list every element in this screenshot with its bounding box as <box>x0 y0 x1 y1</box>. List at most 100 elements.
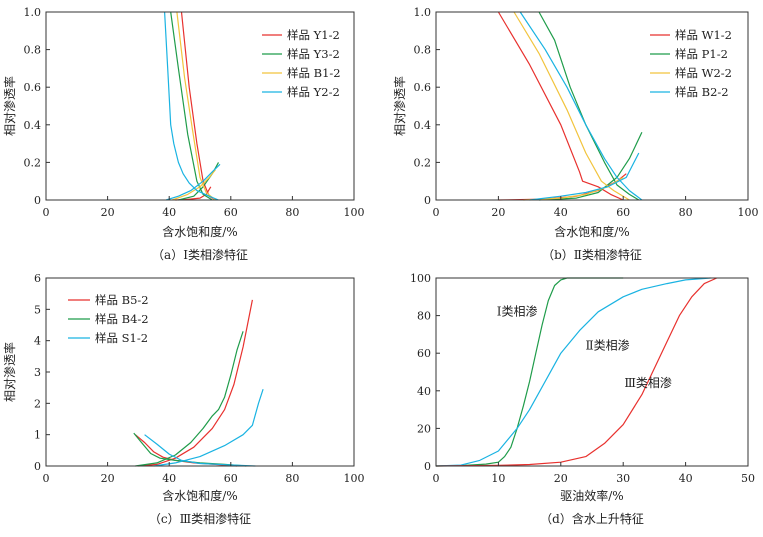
y-tick-label: 0 <box>34 194 41 207</box>
y-axis-title: 相对渗透率 <box>392 76 407 136</box>
y-tick-label: 5 <box>34 303 41 316</box>
x-tick-label: 0 <box>433 472 440 485</box>
legend: 样品 W1-2 样品 P1-2 样品 W2-2 样品 B2-2 <box>650 28 732 99</box>
panel-b: 0 20 40 60 80 100 0 0.2 0.4 0.6 0.8 1.0 含水饱和度/% 相对渗透率… <box>392 6 759 262</box>
legend: 样品 B5-2 样品 B4-2 样品 S1-2 <box>68 293 149 345</box>
y-tick-label: 0.2 <box>24 156 42 169</box>
series-2-krw-curve <box>135 331 244 467</box>
curve-annotation: Ⅲ类相渗 <box>624 375 672 390</box>
series-3-curve <box>435 277 718 467</box>
legend-label: 样品 S1-2 <box>95 331 148 345</box>
x-axis-title: 含水饱和度/% <box>162 488 237 503</box>
series-4-krw-curve <box>529 152 640 201</box>
y-tick-label: 0.8 <box>414 44 432 57</box>
y-tick-label: 0.6 <box>414 81 432 94</box>
x-tick-label: 0 <box>433 206 440 219</box>
x-tick-label: 40 <box>162 206 176 219</box>
legend-label: 样品 Y3-2 <box>287 47 340 61</box>
series-2-kro-curve <box>538 11 640 201</box>
x-axis-title: 驱油效率/% <box>560 488 623 503</box>
series-4-kro-curve <box>519 11 643 201</box>
panel-caption: （a）Ⅰ类相渗特征 <box>152 247 248 262</box>
plot-frame <box>435 277 749 467</box>
x-tick-label: 20 <box>101 472 115 485</box>
y-tick-label: 100 <box>410 272 431 285</box>
x-tick-label: 20 <box>491 206 505 219</box>
y-tick-label: 80 <box>417 310 431 323</box>
legend-label: 样品 B1-2 <box>287 66 341 80</box>
x-tick-label: 40 <box>679 472 693 485</box>
series-2-krw-curve <box>538 132 643 201</box>
y-tick-label: 1.0 <box>24 6 42 19</box>
panel-caption: （d）含水上升特征 <box>540 511 644 526</box>
panel-c: 0 20 40 60 80 100 0 1 2 3 4 5 6 含水饱和度/% 相对渗透率 （c）Ⅲ类相渗特征… <box>2 272 365 526</box>
x-tick-label: 20 <box>554 472 568 485</box>
panel-a: 0 20 40 60 80 100 0 0.2 0.4 0.6 0.8 1.0 含水饱和度/% 相对渗透率… <box>2 6 365 262</box>
y-tick-label: 60 <box>417 347 431 360</box>
panel-caption: （c）Ⅲ类相渗特征 <box>149 511 251 526</box>
y-tick-label: 0 <box>424 194 431 207</box>
legend-label: 样品 B4-2 <box>95 312 149 326</box>
series-3-krw-curve <box>153 389 264 467</box>
panel-caption: （b）Ⅱ类相渗特征 <box>542 247 642 262</box>
y-tick-label: 4 <box>34 335 41 348</box>
y-tick-label: 6 <box>34 272 41 285</box>
y-tick-label: 0 <box>424 460 431 473</box>
x-tick-label: 80 <box>285 472 299 485</box>
legend-label: 样品 W2-2 <box>675 66 732 80</box>
y-axis-title: 相对渗透率 <box>2 342 17 402</box>
y-tick-label: 0.4 <box>414 119 432 132</box>
y-tick-label: 3 <box>34 366 41 379</box>
x-tick-label: 100 <box>344 472 365 485</box>
plot-frame <box>45 11 355 201</box>
curve-annotation: Ⅱ类相渗 <box>586 337 630 352</box>
series-3-kro-curve <box>513 11 630 201</box>
x-tick-label: 40 <box>162 472 176 485</box>
y-tick-label: 0 <box>34 460 41 473</box>
series-1-kro-curve <box>180 11 216 201</box>
series-2-curve <box>435 277 711 467</box>
series-2-kro-curve <box>170 11 213 201</box>
curve-annotation: Ⅰ类相渗 <box>497 304 538 319</box>
x-axis-title: 含水饱和度/% <box>162 224 237 239</box>
series-3-krw-curve <box>172 169 216 201</box>
x-tick-label: 20 <box>101 206 115 219</box>
plot-frame <box>45 277 355 467</box>
x-tick-label: 60 <box>616 206 630 219</box>
panel-d: 0 10 20 30 40 50 0 20 40 60 80 100 驱油效率/% （d）含水上升特征 Ⅰ类… <box>410 272 755 526</box>
y-axis-title: 相对渗透率 <box>2 76 17 136</box>
series-1-kro-curve <box>497 11 624 201</box>
legend: 样品 Y1-2 样品 Y3-2 样品 B1-2 样品 Y2-2 <box>262 28 341 99</box>
x-tick-label: 0 <box>43 472 50 485</box>
legend-label: 样品 W1-2 <box>675 28 732 42</box>
series-3-kro-curve <box>144 434 256 467</box>
legend-label: 样品 B2-2 <box>675 85 729 99</box>
series-group <box>497 11 643 201</box>
x-tick-label: 80 <box>285 206 299 219</box>
x-tick-label: 0 <box>43 206 50 219</box>
legend-label: 样品 P1-2 <box>675 47 728 61</box>
y-tick-label: 2 <box>34 397 41 410</box>
y-tick-label: 1.0 <box>414 6 432 19</box>
x-tick-label: 40 <box>554 206 568 219</box>
series-group <box>133 299 264 467</box>
y-tick-label: 0.2 <box>414 156 432 169</box>
series-1-curve <box>435 277 624 467</box>
y-tick-label: 0.6 <box>24 81 42 94</box>
plot-frame <box>435 11 749 201</box>
y-tick-label: 0.8 <box>24 44 42 57</box>
legend-label: 样品 Y1-2 <box>287 28 340 42</box>
series-1-krw-curve <box>138 299 253 467</box>
x-tick-label: 30 <box>616 472 630 485</box>
x-tick-label: 100 <box>344 206 365 219</box>
y-tick-label: 0.4 <box>24 119 42 132</box>
series-3-kro-curve <box>176 11 216 201</box>
series-4-kro-curve <box>164 11 219 201</box>
series-group <box>164 11 221 201</box>
x-tick-label: 60 <box>224 206 238 219</box>
series-3-krw-curve <box>523 176 624 201</box>
y-tick-label: 20 <box>417 422 431 435</box>
x-axis-title: 含水饱和度/% <box>554 224 629 239</box>
x-tick-label: 60 <box>224 472 238 485</box>
